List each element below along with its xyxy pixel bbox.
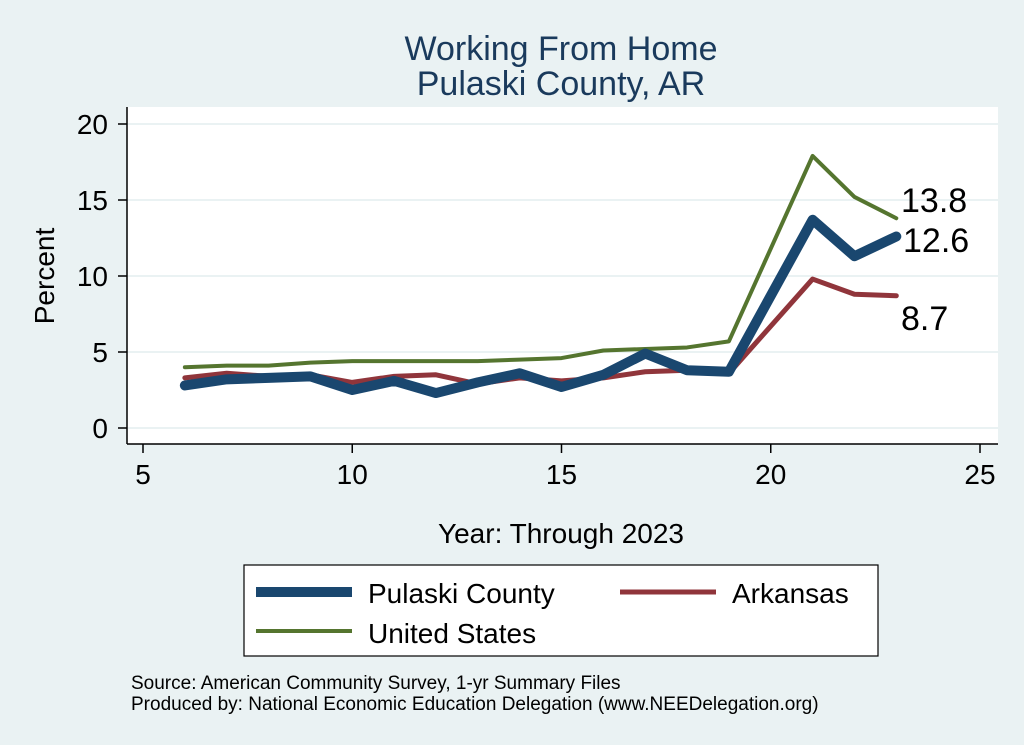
source-note: Source: American Community Survey, 1-yr … <box>131 673 621 694</box>
x-axis-ticks: 5 10 15 20 25 <box>135 444 996 490</box>
end-labels: 12.6 8.7 13.8 <box>901 182 969 338</box>
legend-label-united-states: United States <box>368 618 536 649</box>
produced-by-note: Produced by: National Economic Education… <box>131 694 819 715</box>
y-tick-label: 0 <box>92 413 108 444</box>
x-tick-label: 10 <box>337 459 368 490</box>
legend <box>243 564 879 657</box>
y-tick-label: 15 <box>77 185 108 216</box>
x-tick-label: 5 <box>135 459 151 490</box>
series-line-united-states <box>182 153 899 370</box>
y-tick-label: 5 <box>92 337 108 368</box>
gridlines <box>127 123 998 429</box>
y-axis-ticks: 0 5 10 15 20 <box>77 109 127 444</box>
chart-title-line-2: Pulaski County, AR <box>417 65 706 103</box>
x-tick-label: 25 <box>964 459 995 490</box>
legend-label-arkansas: Arkansas <box>732 578 849 609</box>
x-tick-label: 20 <box>755 459 786 490</box>
x-tick-label: 15 <box>546 459 577 490</box>
y-tick-label: 10 <box>77 261 108 292</box>
y-axis-label: Percent <box>29 228 60 325</box>
series-line-pulaski-county <box>179 214 902 399</box>
series-layer <box>179 153 902 399</box>
end-label-arkansas: 8.7 <box>901 300 948 338</box>
x-axis-label: Year: Through 2023 <box>438 518 684 549</box>
chart-title-line-1: Working From Home <box>405 30 718 68</box>
end-label-united-states: 13.8 <box>901 182 967 220</box>
legend-label-pulaski: Pulaski County <box>368 578 555 609</box>
end-label-pulaski-county: 12.6 <box>903 222 969 260</box>
y-tick-label: 20 <box>77 109 108 140</box>
